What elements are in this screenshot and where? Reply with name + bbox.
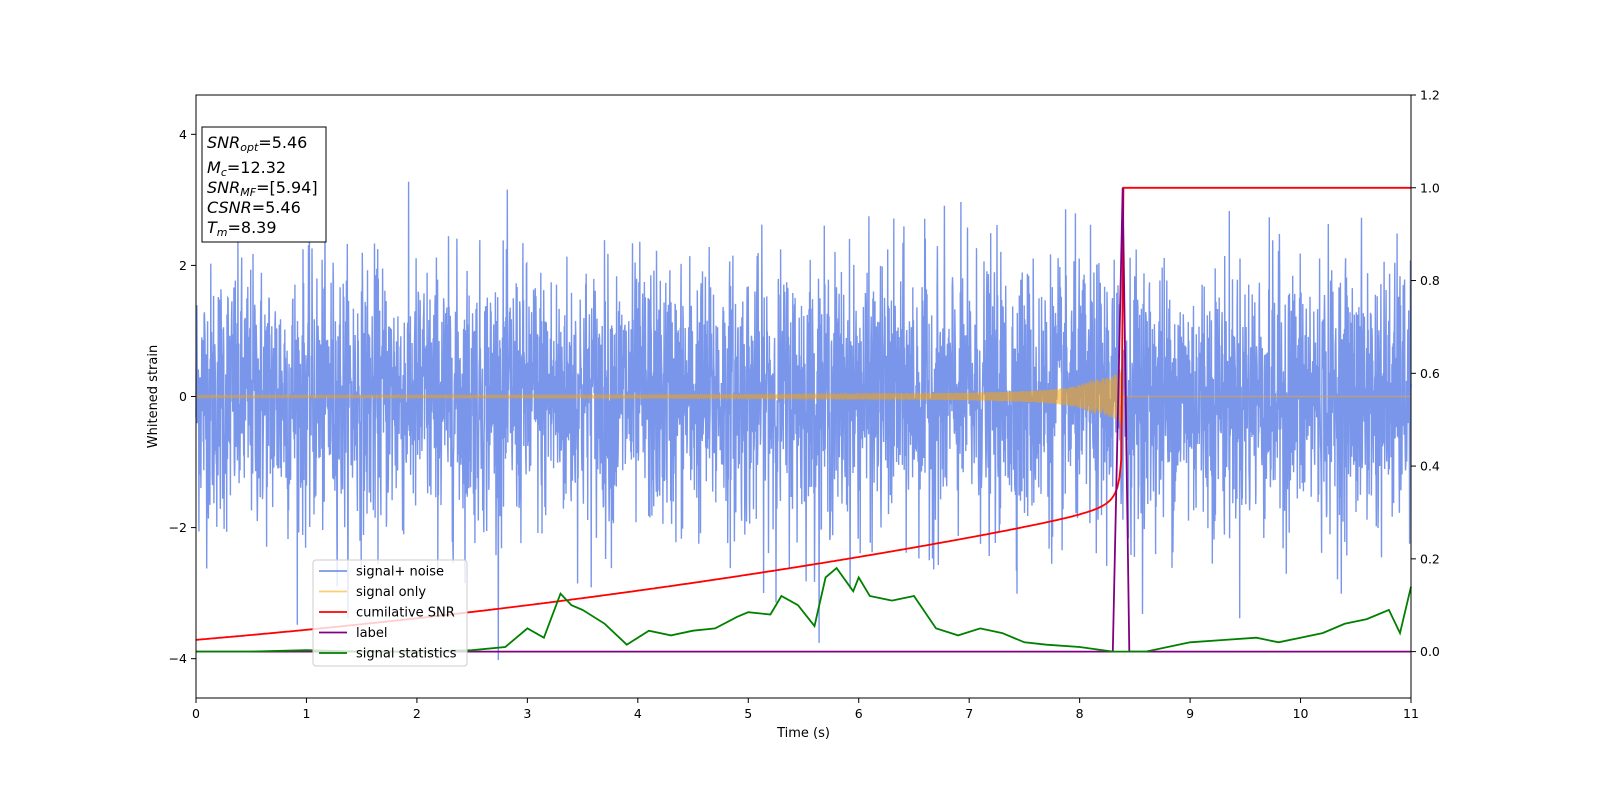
x-tick-label: 1 xyxy=(302,706,310,721)
y-axis-label: Whitened strain xyxy=(146,345,161,448)
info-line: CSNR=5.46 xyxy=(207,198,301,217)
y-left-tick-label: −4 xyxy=(169,651,187,666)
x-tick-label: 9 xyxy=(1186,706,1194,721)
x-tick-label: 10 xyxy=(1293,706,1309,721)
y-left-tick-label: 0 xyxy=(179,389,187,404)
series-label xyxy=(196,187,1411,653)
y-right-tick-label: 0.4 xyxy=(1420,459,1440,474)
x-tick-label: 0 xyxy=(192,706,200,721)
y-right-tick-label: 1.2 xyxy=(1420,88,1440,103)
signal-layer xyxy=(195,366,1411,427)
info-line: SNRopt=5.46 xyxy=(207,133,307,154)
legend-entry: signal only xyxy=(356,585,426,600)
axes-layer: 0 1 2 3 4 5 6 7 8 9 10 11 −4 −2 0 2 4 0.0 0.2 0.4 0.6 0.8 1.0 1… xyxy=(169,88,1440,722)
y-right-tick-label: 0.0 xyxy=(1420,644,1440,659)
y-left-tick-label: 4 xyxy=(179,127,187,142)
info-box: SNRopt=5.46 Mc=12.32SNRMF=[5.94]CSNR=5.46… xyxy=(201,126,327,243)
x-tick-label: 7 xyxy=(965,706,973,721)
legend-entry: signal+ noise xyxy=(356,565,444,580)
x-tick-label: 4 xyxy=(634,706,642,721)
y-right-tick-label: 0.6 xyxy=(1420,366,1440,381)
y-left-tick-label: −2 xyxy=(169,520,187,535)
info-line: Tm=8.39 xyxy=(207,218,277,239)
y-right-tick-label: 1.0 xyxy=(1420,180,1440,195)
y-right-tick-label: 0.8 xyxy=(1420,273,1440,288)
series-signal-noise xyxy=(195,181,1412,661)
y-right-tick-label: 0.2 xyxy=(1420,551,1440,566)
legend-box xyxy=(312,559,468,667)
legend-entry: signal statistics xyxy=(356,647,457,662)
series-signal-statistics xyxy=(196,566,1412,653)
text-layer: Time (s) Whitened strain xyxy=(146,345,830,741)
legend-entry: label xyxy=(356,626,387,641)
x-tick-label: 11 xyxy=(1403,706,1419,721)
series-signal-only xyxy=(195,366,1411,427)
noise-layer xyxy=(195,181,1412,661)
x-tick-label: 8 xyxy=(1076,706,1084,721)
x-tick-label: 5 xyxy=(744,706,752,721)
y-left-tick-label: 2 xyxy=(179,258,187,273)
x-tick-label: 2 xyxy=(413,706,421,721)
x-tick-label: 3 xyxy=(523,706,531,721)
info-line: Mc=12.32 xyxy=(207,158,286,179)
info-line: SNRMF=[5.94] xyxy=(207,178,318,199)
legend-entry: cumilative SNR xyxy=(356,606,455,621)
legend: signal+ noise signal only cumilative SNR la… xyxy=(312,559,468,667)
info-box-frame xyxy=(201,126,327,243)
x-axis-label: Time (s) xyxy=(776,726,830,741)
x-tick-label: 6 xyxy=(855,706,863,721)
